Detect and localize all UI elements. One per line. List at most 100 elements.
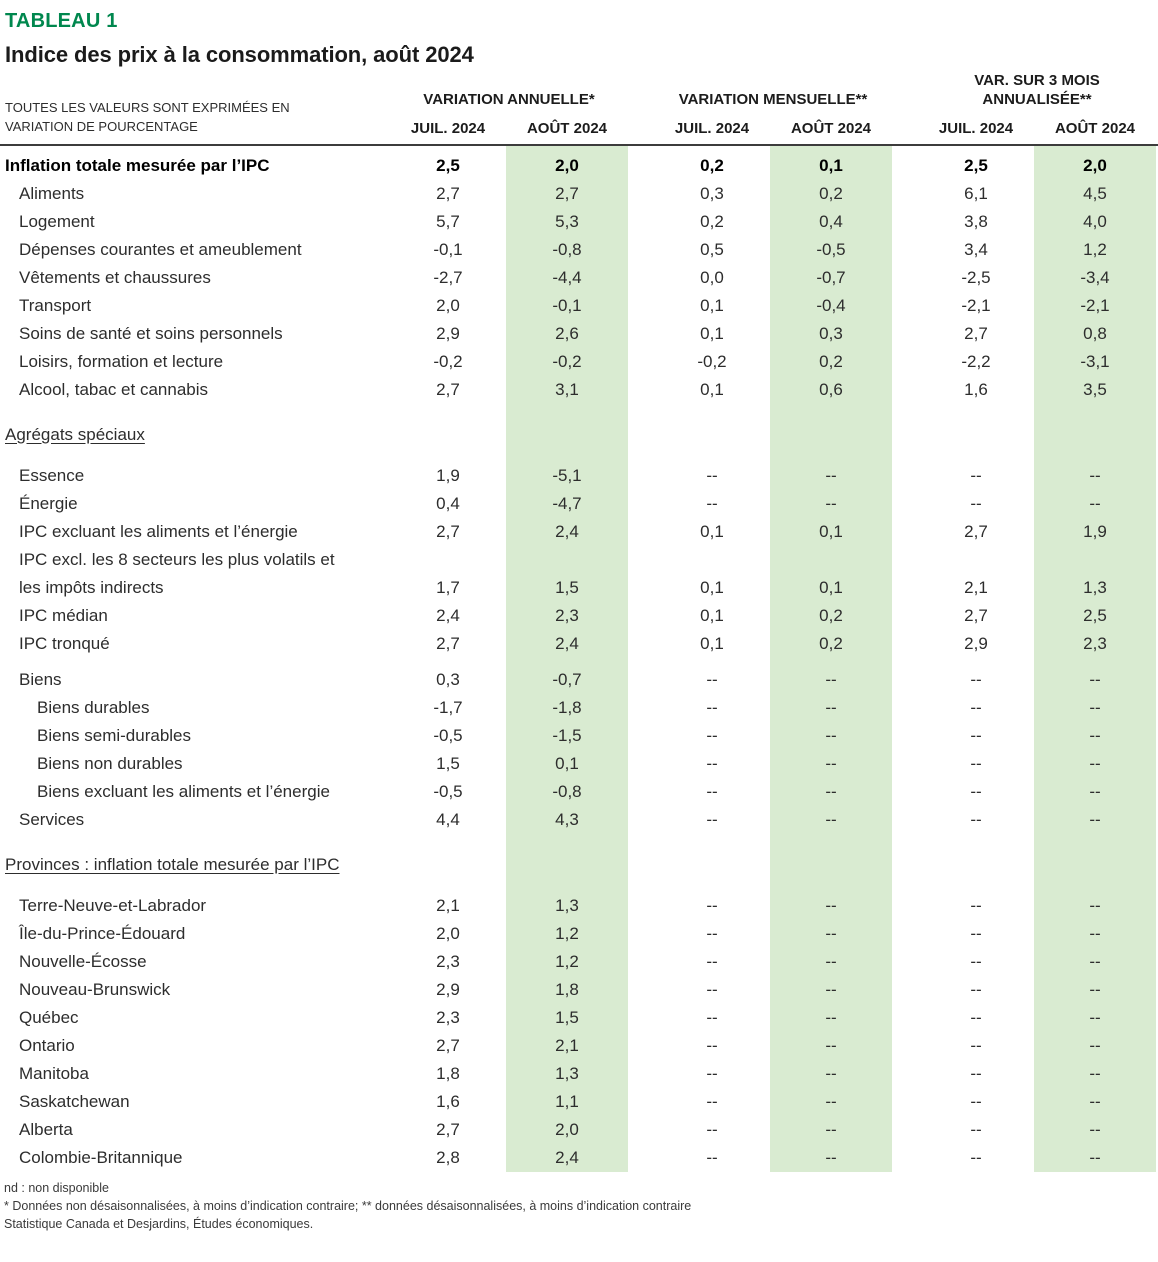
cell-value: --	[1034, 721, 1156, 750]
cell-value: 2,0	[506, 1115, 628, 1144]
spacer-cell	[628, 320, 654, 348]
page-title: Indice des prix à la consommation, août …	[5, 42, 474, 67]
spacer-cell	[628, 722, 654, 750]
table-row: IPC excluant les aliments et l’énergie 2,…	[0, 517, 1156, 546]
spacer-cell	[892, 834, 918, 850]
cell-value: --	[706, 725, 718, 745]
cell-value: --	[970, 1063, 982, 1083]
table-row: Biens semi-durables -0,5 -1,5 -- -- -- --	[0, 721, 1156, 750]
cell-value: --	[1034, 891, 1156, 920]
cell-value	[506, 545, 628, 574]
cell-value: --	[1034, 1143, 1156, 1172]
column-subheader-3month-jul: JUIL. 2024	[938, 119, 1014, 137]
cell-value: --	[1034, 1115, 1156, 1144]
cell-value: --	[770, 891, 892, 920]
cell-value: 1,8	[506, 975, 628, 1004]
table-row: Biens excluant les aliments et l’énergie…	[0, 777, 1156, 806]
cell-value: 1,7	[436, 577, 460, 597]
cell-value: --	[1034, 1003, 1156, 1032]
cell-value: 2,9	[436, 323, 460, 343]
cell-value: --	[970, 493, 982, 513]
column-group-3month: VAR. SUR 3 MOIS ANNUALISÉE**	[974, 72, 1100, 108]
spacer-cell	[892, 490, 918, 518]
spacer-cell	[628, 420, 654, 450]
cell-value: 2,7	[436, 183, 460, 203]
cell-value: 0,1	[700, 577, 724, 597]
cell-value: 1,3	[506, 1059, 628, 1088]
column-subheader-monthly-aug: AOÛT 2024	[790, 119, 872, 137]
cell-value	[390, 420, 506, 450]
cell-value	[918, 546, 1034, 574]
cell-value: 0,2	[770, 179, 892, 208]
spacer-cell	[892, 1088, 918, 1116]
spacer-cell	[892, 146, 918, 180]
spacer-cell	[892, 630, 918, 658]
row-label: Biens excluant les aliments et l’énergie	[37, 781, 330, 801]
cell-value: -0,5	[433, 725, 463, 745]
spacer-cell	[628, 834, 654, 850]
cell-value	[918, 658, 1034, 666]
row-label: Colombie-Britannique	[19, 1147, 183, 1167]
cell-value: 2,7	[964, 521, 988, 541]
cell-value	[506, 403, 628, 420]
table-row: Nouveau-Brunswick 2,9 1,8 -- -- -- --	[0, 975, 1156, 1004]
spacer-cell	[892, 1004, 918, 1032]
cell-value: 5,3	[506, 207, 628, 236]
cell-value: 3,4	[964, 239, 988, 259]
cell-value: 2,7	[436, 1119, 460, 1139]
cell-value: --	[970, 697, 982, 717]
cell-value	[770, 449, 892, 462]
cell-value: --	[706, 781, 718, 801]
table-row	[0, 403, 1156, 420]
cell-value: 2,7	[436, 379, 460, 399]
cell-value: 6,1	[964, 183, 988, 203]
cell-value: 0,1	[770, 573, 892, 602]
spacer-cell	[892, 602, 918, 630]
section-heading: Provinces : inflation totale mesurée par…	[5, 854, 340, 874]
cell-value: -1,5	[506, 721, 628, 750]
cell-value	[770, 419, 892, 450]
row-label: Biens non durables	[37, 753, 183, 773]
spacer-cell	[628, 1088, 654, 1116]
spacer-cell	[892, 806, 918, 834]
row-label	[0, 450, 390, 462]
cell-value: 0,2	[770, 601, 892, 630]
cell-value: --	[1034, 693, 1156, 722]
spacer-cell	[628, 806, 654, 834]
row-label: Aliments	[19, 183, 85, 203]
cell-value: --	[706, 979, 718, 999]
cell-value	[390, 450, 506, 462]
spacer-cell	[892, 1116, 918, 1144]
row-label	[0, 658, 390, 666]
spacer-cell	[628, 292, 654, 320]
cell-value: --	[706, 923, 718, 943]
cell-value: 0,5	[700, 239, 724, 259]
cell-value: 0,0	[700, 267, 724, 287]
row-label: Inflation totale mesurée par l’IPC	[5, 155, 270, 175]
cell-value: 2,5	[1034, 601, 1156, 630]
cell-value: --	[706, 895, 718, 915]
cell-value: 2,5	[436, 155, 460, 175]
cell-value: 1,5	[506, 573, 628, 602]
cell-value: 2,7	[964, 605, 988, 625]
row-label: Nouveau-Brunswick	[19, 979, 171, 999]
cell-value: --	[706, 465, 718, 485]
cell-value: --	[1034, 1059, 1156, 1088]
spacer-cell	[892, 1032, 918, 1060]
row-label: Québec	[19, 1007, 79, 1027]
cell-value: --	[706, 1007, 718, 1027]
row-label: Île-du-Prince-Édouard	[19, 923, 186, 943]
cell-value: --	[1034, 947, 1156, 976]
cell-value	[390, 850, 506, 880]
row-label: Transport	[19, 295, 92, 315]
cell-value: --	[970, 1007, 982, 1027]
cell-value: -0,5	[770, 235, 892, 264]
table-row: IPC médian 2,4 2,3 0,1 0,2 2,7 2,5	[0, 601, 1156, 630]
spacer-cell	[628, 630, 654, 658]
cell-value: 0,3	[700, 183, 724, 203]
cell-value	[654, 850, 770, 880]
spacer-cell	[628, 348, 654, 376]
spacer-cell	[892, 948, 918, 976]
cell-value: -0,8	[506, 235, 628, 264]
cell-value: -3,4	[1034, 263, 1156, 292]
